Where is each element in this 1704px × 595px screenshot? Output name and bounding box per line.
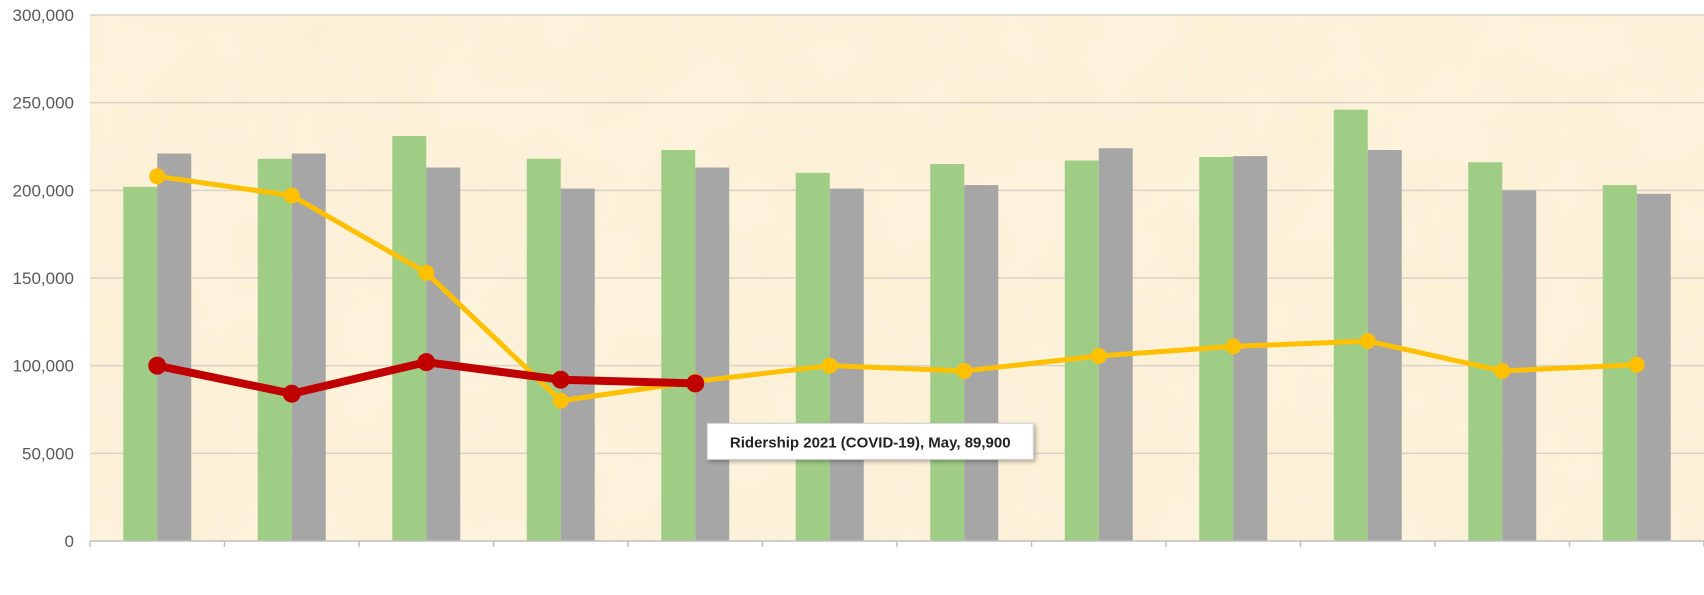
- y-tick-label: 100,000: [13, 357, 74, 376]
- y-tick-label: 150,000: [13, 269, 74, 288]
- bar-series-2: [1098, 148, 1133, 541]
- tooltip-label: Ridership 2021 (COVID-19), May, 89,900: [730, 434, 1011, 451]
- y-tick-label: 250,000: [13, 94, 74, 113]
- bar-series-1: [1333, 109, 1368, 542]
- line-series-1-point: [149, 168, 166, 185]
- line-series-1-point: [1494, 362, 1511, 379]
- line-series-1-point: [418, 264, 435, 281]
- bars: [123, 109, 1671, 542]
- bar-series-1: [392, 135, 427, 542]
- y-tick-label: 50,000: [22, 444, 74, 463]
- bar-series-1: [257, 158, 292, 542]
- bar-series-1: [1468, 162, 1503, 541]
- line-series-1-point: [1225, 338, 1242, 355]
- line-series-2-point: [686, 374, 705, 393]
- tooltip-box: [706, 422, 1034, 460]
- line-series-1-point: [1359, 333, 1376, 350]
- bar-series-2: [157, 153, 192, 541]
- bar-series-2: [426, 167, 461, 542]
- bar-series-1: [930, 164, 965, 542]
- data-tooltip: Ridership 2021 (COVID-19), May, 89,900: [706, 422, 1034, 460]
- bar-series-1: [661, 150, 696, 542]
- line-series-1-point: [1090, 348, 1107, 365]
- bar-series-1: [795, 172, 830, 542]
- line-series-1-point: [1628, 356, 1645, 373]
- line-series-2-point: [148, 356, 167, 375]
- line-series-2-point: [551, 370, 570, 389]
- y-tick-label: 0: [65, 532, 74, 551]
- y-axis-tick-labels: 0 50,000 100,000 150,000 200,000 250,000 300,0…: [13, 6, 74, 551]
- bar-series-2: [291, 153, 326, 541]
- line-series-1-point: [821, 357, 838, 374]
- x-axis: [89, 540, 1704, 547]
- y-tick-label: 300,000: [13, 6, 74, 25]
- bar-series-2: [695, 167, 730, 542]
- line-series-1-point: [552, 392, 569, 409]
- bar-series-1: [526, 158, 561, 542]
- line-series-2-point: [417, 353, 436, 372]
- bar-series-2: [964, 185, 999, 541]
- line-series-2-point: [282, 384, 301, 403]
- lines: [148, 168, 1645, 409]
- y-tick-label: 200,000: [13, 181, 74, 200]
- line-series-1: [154, 173, 1640, 404]
- line-series-1-point: [956, 362, 973, 379]
- line-series-1-point: [283, 187, 300, 204]
- bar-series-2: [560, 188, 595, 541]
